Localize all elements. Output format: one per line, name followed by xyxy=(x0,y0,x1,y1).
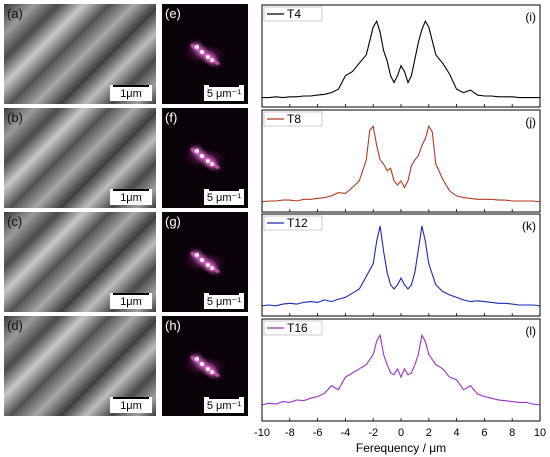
fft-image-panel: (f) 5 μm⁻¹ xyxy=(162,108,248,208)
chart-frame xyxy=(261,109,541,213)
fft-spot xyxy=(195,357,199,361)
fft-image-panel: (e) 5 μm⁻¹ xyxy=(162,4,248,104)
x-tick-label: 6 xyxy=(481,427,487,439)
series-line xyxy=(261,124,541,203)
x-tick-label: -2 xyxy=(368,427,378,439)
scale-bar-text: 1μm xyxy=(120,296,142,308)
x-tick-label: 8 xyxy=(509,427,515,439)
legend-box xyxy=(263,215,323,231)
scale-bar-line xyxy=(208,397,239,399)
x-tick-label: 10 xyxy=(534,427,546,439)
scale-bar-text: 5 μm⁻¹ xyxy=(206,192,241,204)
series-line xyxy=(261,333,541,406)
panel-label: (l) xyxy=(525,324,536,338)
panel-label: (a) xyxy=(7,6,23,21)
scale-bar: 5 μm⁻¹ xyxy=(203,85,244,101)
scale-bar-text: 5 μm⁻¹ xyxy=(206,400,241,412)
scale-bar: 5 μm⁻¹ xyxy=(203,293,244,309)
panel-label: (e) xyxy=(165,6,181,21)
fft-spot xyxy=(206,263,210,267)
scale-bar-text: 1μm xyxy=(120,192,142,204)
fft-spot xyxy=(210,266,214,270)
x-tick-label: -6 xyxy=(313,427,323,439)
legend-label: T16 xyxy=(287,321,308,335)
panel-label: (b) xyxy=(7,110,23,125)
series-line xyxy=(262,19,540,99)
x-tick-label: -4 xyxy=(341,427,351,439)
chart-frame xyxy=(261,213,541,317)
chart-frame xyxy=(261,318,541,422)
chart-frame xyxy=(261,4,541,108)
scale-bar-text: 5 μm⁻¹ xyxy=(206,296,241,308)
legend-label: T12 xyxy=(287,216,308,230)
sem-image-panel: (c) 1μm xyxy=(4,212,156,312)
sem-image-panel: (d) 1μm xyxy=(4,316,156,416)
scale-bar-text: 1μm xyxy=(120,88,142,100)
scale-bar: 5 μm⁻¹ xyxy=(203,189,244,205)
scale-bar: 5 μm⁻¹ xyxy=(203,397,244,413)
fft-spot xyxy=(206,367,210,371)
fft-spot xyxy=(210,370,214,374)
fft-spot xyxy=(200,50,204,54)
legend-box xyxy=(263,320,323,336)
panel-label: (g) xyxy=(165,214,181,229)
scale-bar-line xyxy=(113,189,149,191)
series-line xyxy=(261,225,541,307)
scale-bar: 1μm xyxy=(110,293,152,309)
panel-label: (h) xyxy=(165,318,181,333)
x-tick-label: 0 xyxy=(398,427,404,439)
fft-spot xyxy=(195,45,199,49)
x-tick-label: 2 xyxy=(426,427,432,439)
sem-image-panel: (a) 1μm xyxy=(4,4,156,104)
panel-label: (j) xyxy=(525,115,536,129)
legend-box xyxy=(263,6,323,22)
fft-image-panel: (g) 5 μm⁻¹ xyxy=(162,212,248,312)
fft-spot xyxy=(200,154,204,158)
scale-bar: 1μm xyxy=(110,189,152,205)
panel-label: (i) xyxy=(525,10,536,24)
sem-image-panel: (b) 1μm xyxy=(4,108,156,208)
scale-bar-line xyxy=(208,189,239,191)
x-tick-label: 4 xyxy=(454,427,460,439)
fft-spot xyxy=(206,55,210,59)
fft-spot xyxy=(200,258,204,262)
x-tick-label: -8 xyxy=(285,427,295,439)
panel-label: (k) xyxy=(522,219,536,233)
scale-bar-line xyxy=(113,85,149,87)
legend-label: T4 xyxy=(287,7,301,21)
scale-bar-text: 5 μm⁻¹ xyxy=(206,88,241,100)
scale-bar: 1μm xyxy=(110,85,152,101)
x-axis-label: Ferequency / μm xyxy=(356,441,446,455)
fft-spot xyxy=(210,162,214,166)
fft-spot xyxy=(195,253,199,257)
panel-label: (c) xyxy=(7,214,23,229)
scale-bar: 1μm xyxy=(110,397,152,413)
x-tick-label: -10 xyxy=(254,427,270,439)
panel-label: (d) xyxy=(7,318,23,333)
scale-bar-line xyxy=(208,85,239,87)
fft-spot xyxy=(195,149,199,153)
fft-image-panel: (h) 5 μm⁻¹ xyxy=(162,316,248,416)
fft-spot xyxy=(206,159,210,163)
legend-box xyxy=(263,111,323,127)
scale-bar-line xyxy=(208,293,239,295)
scale-bar-line xyxy=(113,397,149,399)
fft-spot xyxy=(210,58,214,62)
legend-label: T8 xyxy=(287,112,301,126)
scale-bar-text: 1μm xyxy=(120,400,142,412)
fft-spot xyxy=(200,362,204,366)
scale-bar-line xyxy=(113,293,149,295)
panel-label: (f) xyxy=(165,110,178,125)
